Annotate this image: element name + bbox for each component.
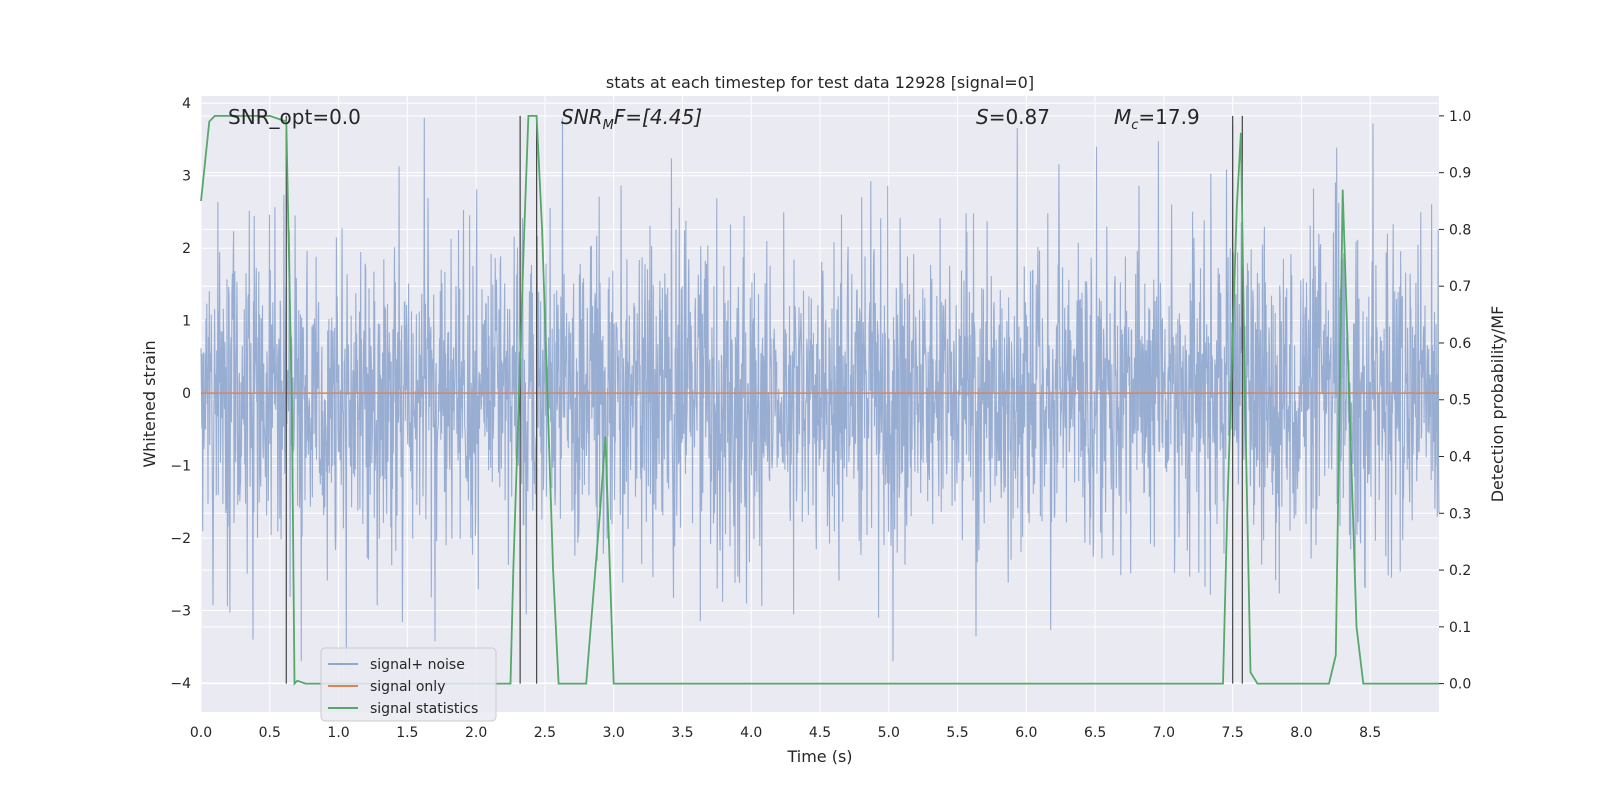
y2-tick-label: 0.1 <box>1449 620 1471 636</box>
y-tick-label: 2 <box>182 241 191 257</box>
y2-axis-label: Detection probability/MF <box>1488 306 1507 503</box>
y-tick-label: −2 <box>170 531 191 547</box>
y-tick-label: −4 <box>170 676 191 692</box>
y2-tick-label: 0.7 <box>1449 279 1471 295</box>
annotation-snr-mf: SNRMF=[4.45] <box>561 105 702 133</box>
x-tick-label: 3.0 <box>603 725 625 741</box>
x-tick-label: 5.5 <box>946 725 968 741</box>
x-tick-label: 1.0 <box>327 725 349 741</box>
x-tick-label: 2.5 <box>534 725 556 741</box>
annotation-snr-mf-rest: F=[4.45] <box>614 105 702 129</box>
x-tick-label: 2.0 <box>465 725 487 741</box>
x-tick-label: 4.0 <box>740 725 762 741</box>
y2-tick-label: 0.8 <box>1449 222 1471 238</box>
y-tick-label: 0 <box>182 386 191 402</box>
x-tick-label: 8.5 <box>1359 725 1381 741</box>
y-tick-label: 3 <box>182 169 191 185</box>
x-tick-labels: 0.0 0.5 1.0 1.5 2.0 2.5 3.0 3.5 4.0 4.5 5.0 5.5 6.0 6… <box>190 725 1381 741</box>
x-tick-label: 5.0 <box>878 725 900 741</box>
legend-label-noise: signal+ noise <box>370 657 465 673</box>
annotation-mc: Mc=17.9 <box>1114 105 1200 133</box>
annotation-mc-base: M <box>1114 105 1131 129</box>
y2-tick-label: 0.0 <box>1449 677 1471 693</box>
x-tick-label: 0.0 <box>190 725 212 741</box>
x-axis-label: Time (s) <box>786 747 852 766</box>
series-signal-statistics <box>200 115 1439 686</box>
annotation-s: S=0.87 <box>976 105 1050 129</box>
x-tick-label: 0.5 <box>259 725 281 741</box>
legend-label-stats: signal statistics <box>370 701 478 717</box>
y-tick-label: 1 <box>182 314 191 330</box>
x-tick-label: 6.0 <box>1015 725 1037 741</box>
annotation-mc-rest: =17.9 <box>1138 105 1199 129</box>
y2-tick-label: 1.0 <box>1449 109 1471 125</box>
x-tick-label: 1.5 <box>396 725 418 741</box>
annotation-snr-mf-base: SNR <box>561 105 603 129</box>
y-tick-labels: 4 3 2 1 0 −1 −2 −3 −4 <box>170 96 191 692</box>
y-axis-label: Whitened strain <box>140 340 159 467</box>
x-tick-label: 3.5 <box>671 725 693 741</box>
legend-box <box>320 647 497 722</box>
annotation-s-rest: =0.87 <box>989 105 1050 129</box>
y2-tick-label: 0.4 <box>1449 450 1471 466</box>
y2-tick-label: 0.2 <box>1449 563 1471 579</box>
x-tick-label: 7.5 <box>1222 725 1244 741</box>
chart-title: stats at each timestep for test data 129… <box>606 73 1034 92</box>
y2-tick-label: 0.3 <box>1449 506 1471 522</box>
y-tick-label: −1 <box>170 459 191 475</box>
legend-label-signal: signal only <box>370 679 445 695</box>
annotation-snr-opt: SNR_opt=0.0 <box>228 105 361 129</box>
annotation-snr-mf-sub: M <box>603 118 614 133</box>
y-tick-label: 4 <box>182 96 191 112</box>
series-line-signal-statistics <box>200 115 1439 686</box>
annotation-mc-sub: c <box>1131 118 1138 133</box>
x-tick-label: 4.5 <box>809 725 831 741</box>
annotation-s-var: S <box>976 105 989 129</box>
x-tick-label: 8.0 <box>1290 725 1312 741</box>
y-tick-label: −3 <box>170 604 191 620</box>
x-tick-label: 6.5 <box>1084 725 1106 741</box>
y2-tick-label: 0.6 <box>1449 336 1471 352</box>
x-tick-label: 7.0 <box>1153 725 1175 741</box>
y2-tick-label: 0.5 <box>1449 393 1471 409</box>
y2-tick-labels: 1.0 0.9 0.8 0.7 0.6 0.5 0.4 0.3 0.2 0.1 0.0 <box>1449 109 1471 693</box>
y2-tick-label: 0.9 <box>1449 166 1471 182</box>
legend: signal+ noise signal only signal statist… <box>320 647 497 722</box>
